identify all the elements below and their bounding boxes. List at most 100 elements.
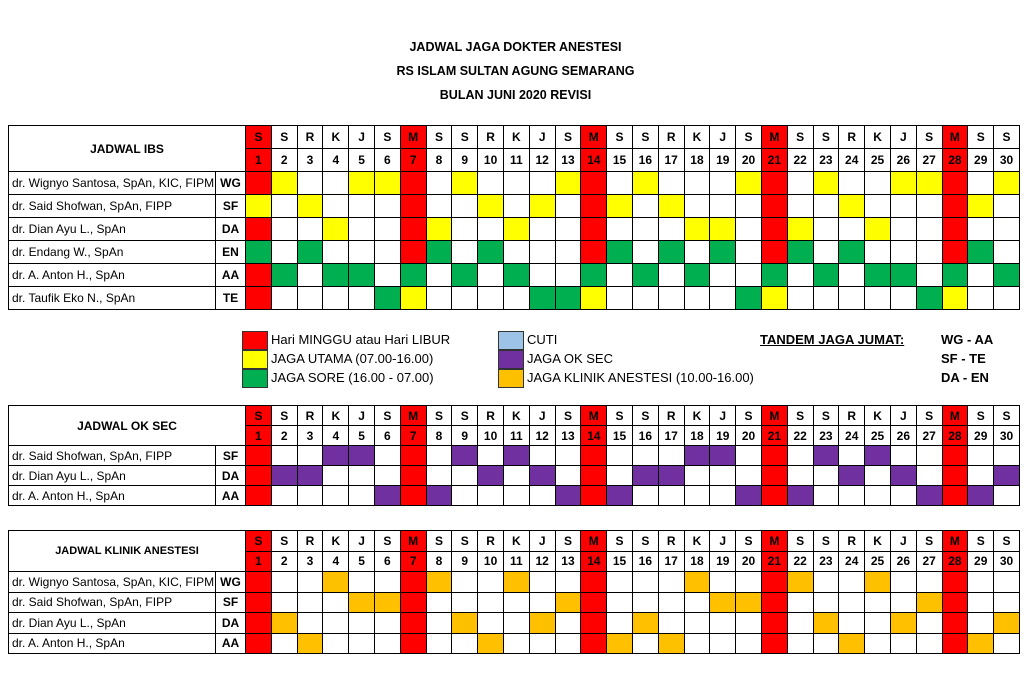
- schedule-cell[interactable]: [709, 485, 737, 506]
- schedule-cell[interactable]: [296, 263, 324, 287]
- schedule-cell[interactable]: [477, 571, 504, 593]
- schedule-cell[interactable]: [425, 485, 453, 506]
- schedule-cell[interactable]: [451, 445, 479, 466]
- schedule-cell[interactable]: [889, 286, 917, 310]
- schedule-cell[interactable]: [864, 591, 891, 613]
- schedule-cell[interactable]: [915, 240, 943, 264]
- schedule-cell[interactable]: [657, 286, 685, 310]
- schedule-cell[interactable]: [967, 263, 995, 287]
- schedule-cell[interactable]: [967, 591, 995, 613]
- schedule-cell[interactable]: [786, 217, 814, 241]
- schedule-cell[interactable]: [683, 465, 711, 486]
- schedule-cell[interactable]: [838, 286, 866, 310]
- schedule-cell[interactable]: [941, 171, 969, 195]
- schedule-cell[interactable]: [606, 485, 633, 506]
- schedule-cell[interactable]: [657, 612, 685, 634]
- schedule-cell[interactable]: [786, 612, 814, 634]
- schedule-cell[interactable]: [399, 485, 427, 506]
- schedule-cell[interactable]: [606, 286, 633, 310]
- schedule-cell[interactable]: [502, 445, 530, 466]
- schedule-cell[interactable]: [941, 465, 969, 486]
- schedule-cell[interactable]: [864, 485, 891, 506]
- schedule-cell[interactable]: [735, 485, 762, 506]
- schedule-cell[interactable]: [502, 194, 530, 218]
- schedule-cell[interactable]: [270, 263, 298, 287]
- schedule-cell[interactable]: [477, 263, 504, 287]
- schedule-cell[interactable]: [889, 465, 917, 486]
- schedule-cell[interactable]: [967, 485, 995, 506]
- schedule-cell[interactable]: [683, 632, 711, 654]
- schedule-cell[interactable]: [786, 240, 814, 264]
- schedule-cell[interactable]: [245, 445, 272, 466]
- schedule-cell[interactable]: [812, 465, 840, 486]
- schedule-cell[interactable]: [812, 571, 840, 593]
- schedule-cell[interactable]: [941, 194, 969, 218]
- schedule-cell[interactable]: [554, 485, 582, 506]
- schedule-cell[interactable]: [709, 445, 737, 466]
- schedule-cell[interactable]: [967, 571, 995, 593]
- schedule-cell[interactable]: [348, 465, 375, 486]
- schedule-cell[interactable]: [993, 485, 1020, 506]
- schedule-cell[interactable]: [967, 465, 995, 486]
- schedule-cell[interactable]: [864, 263, 891, 287]
- schedule-cell[interactable]: [735, 465, 762, 486]
- schedule-cell[interactable]: [735, 240, 762, 264]
- schedule-cell[interactable]: [245, 217, 272, 241]
- schedule-cell[interactable]: [296, 217, 324, 241]
- schedule-cell[interactable]: [889, 263, 917, 287]
- schedule-cell[interactable]: [528, 632, 556, 654]
- schedule-cell[interactable]: [296, 485, 324, 506]
- schedule-cell[interactable]: [399, 612, 427, 634]
- schedule-cell[interactable]: [786, 591, 814, 613]
- schedule-cell[interactable]: [245, 465, 272, 486]
- schedule-cell[interactable]: [399, 240, 427, 264]
- schedule-cell[interactable]: [838, 465, 866, 486]
- schedule-cell[interactable]: [322, 591, 350, 613]
- schedule-cell[interactable]: [683, 445, 711, 466]
- schedule-cell[interactable]: [528, 171, 556, 195]
- schedule-cell[interactable]: [683, 263, 711, 287]
- schedule-cell[interactable]: [889, 485, 917, 506]
- schedule-cell[interactable]: [322, 286, 350, 310]
- schedule-cell[interactable]: [812, 286, 840, 310]
- schedule-cell[interactable]: [399, 571, 427, 593]
- schedule-cell[interactable]: [425, 286, 453, 310]
- schedule-cell[interactable]: [941, 591, 969, 613]
- schedule-cell[interactable]: [606, 445, 633, 466]
- schedule-cell[interactable]: [786, 485, 814, 506]
- schedule-cell[interactable]: [296, 445, 324, 466]
- schedule-cell[interactable]: [296, 194, 324, 218]
- schedule-cell[interactable]: [373, 591, 401, 613]
- schedule-cell[interactable]: [477, 286, 504, 310]
- schedule-cell[interactable]: [554, 240, 582, 264]
- schedule-cell[interactable]: [580, 286, 608, 310]
- schedule-cell[interactable]: [993, 632, 1020, 654]
- schedule-cell[interactable]: [838, 263, 866, 287]
- schedule-cell[interactable]: [399, 632, 427, 654]
- schedule-cell[interactable]: [477, 194, 504, 218]
- schedule-cell[interactable]: [322, 485, 350, 506]
- schedule-cell[interactable]: [477, 445, 504, 466]
- schedule-cell[interactable]: [967, 171, 995, 195]
- schedule-cell[interactable]: [348, 485, 375, 506]
- schedule-cell[interactable]: [451, 571, 479, 593]
- schedule-cell[interactable]: [502, 612, 530, 634]
- schedule-cell[interactable]: [425, 445, 453, 466]
- schedule-cell[interactable]: [864, 465, 891, 486]
- schedule-cell[interactable]: [399, 263, 427, 287]
- schedule-cell[interactable]: [993, 171, 1020, 195]
- schedule-cell[interactable]: [451, 286, 479, 310]
- schedule-cell[interactable]: [760, 612, 788, 634]
- schedule-cell[interactable]: [580, 171, 608, 195]
- schedule-cell[interactable]: [838, 171, 866, 195]
- schedule-cell[interactable]: [967, 217, 995, 241]
- schedule-cell[interactable]: [528, 445, 556, 466]
- schedule-cell[interactable]: [812, 240, 840, 264]
- schedule-cell[interactable]: [399, 217, 427, 241]
- schedule-cell[interactable]: [631, 263, 659, 287]
- schedule-cell[interactable]: [864, 194, 891, 218]
- schedule-cell[interactable]: [580, 263, 608, 287]
- schedule-cell[interactable]: [245, 612, 272, 634]
- schedule-cell[interactable]: [554, 286, 582, 310]
- schedule-cell[interactable]: [709, 612, 737, 634]
